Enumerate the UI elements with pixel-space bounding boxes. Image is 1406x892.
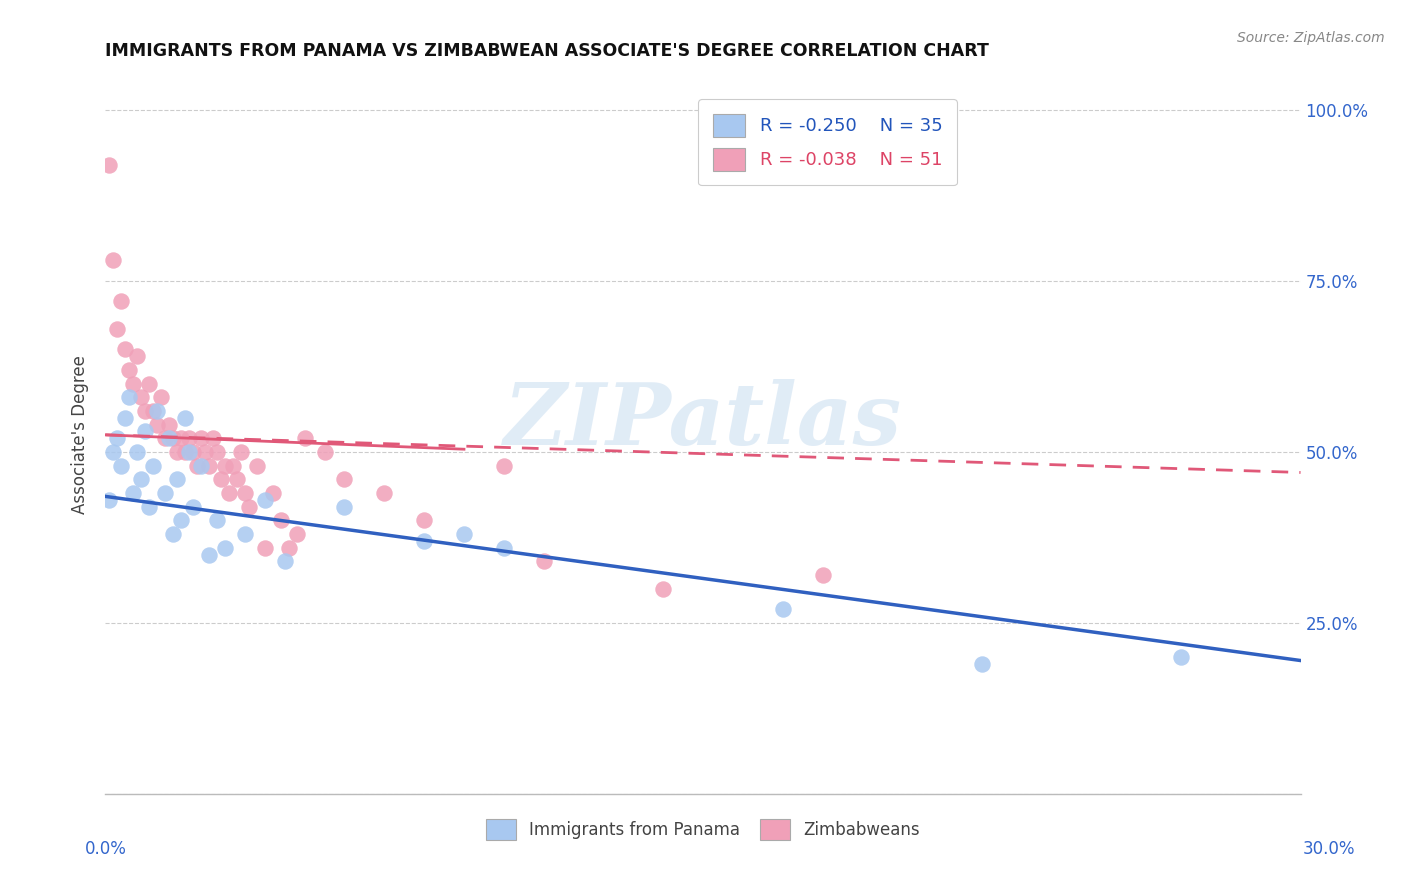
Legend: Immigrants from Panama, Zimbabweans: Immigrants from Panama, Zimbabweans [472,805,934,854]
Point [142,404,165,418]
Point [162,527,184,541]
Point [205,445,228,459]
Point [177,431,201,445]
Point [533,554,555,568]
Point [333,500,356,514]
Point [225,472,249,486]
Point [142,458,165,473]
Point [294,431,316,445]
Text: 30.0%: 30.0% [1302,840,1355,858]
Point [190,431,212,445]
Point [270,513,292,527]
Point [314,445,336,459]
Point [214,458,236,473]
Point [262,486,284,500]
Point [129,390,153,404]
Point [222,458,245,473]
Point [811,568,834,582]
Point [181,500,204,514]
Point [453,527,475,541]
Point [772,602,794,616]
Point [277,541,299,555]
Point [181,445,204,459]
Point [134,425,156,439]
Point [114,410,136,425]
Point [492,458,515,473]
Point [198,458,221,473]
Point [118,390,141,404]
Point [174,410,197,425]
Text: Source: ZipAtlas.com: Source: ZipAtlas.com [1237,31,1385,45]
Point [253,541,276,555]
Point [146,404,169,418]
Point [122,486,145,500]
Point [214,541,236,555]
Point [198,548,221,562]
Point [107,431,129,445]
Point [186,458,208,473]
Point [170,513,193,527]
Point [129,472,153,486]
Point [333,472,356,486]
Point [98,492,121,507]
Point [190,458,212,473]
Point [970,657,993,671]
Point [209,472,232,486]
Point [238,500,260,514]
Text: IMMIGRANTS FROM PANAMA VS ZIMBABWEAN ASSOCIATE'S DEGREE CORRELATION CHART: IMMIGRANTS FROM PANAMA VS ZIMBABWEAN ASS… [105,43,990,61]
Point [170,431,193,445]
Point [253,492,276,507]
Point [103,445,125,459]
Point [229,445,252,459]
Point [150,390,173,404]
Point [218,486,240,500]
Point [373,486,395,500]
Point [146,417,169,432]
Point [153,431,177,445]
Point [166,445,188,459]
Point [127,445,149,459]
Point [413,513,436,527]
Point [174,445,197,459]
Point [138,376,160,391]
Point [103,253,125,268]
Point [98,158,121,172]
Point [107,322,129,336]
Point [652,582,675,596]
Y-axis label: Associate's Degree: Associate's Degree [72,355,90,515]
Point [122,376,145,391]
Point [246,458,269,473]
Point [413,533,436,548]
Point [118,363,141,377]
Point [205,513,228,527]
Point [110,294,132,309]
Point [1170,650,1192,665]
Point [114,343,136,357]
Point [285,527,308,541]
Point [157,417,180,432]
Point [138,500,160,514]
Point [157,431,180,445]
Point [166,472,188,486]
Point [273,554,295,568]
Point [177,445,201,459]
Text: ZIPatlas: ZIPatlas [503,379,903,462]
Point [202,431,225,445]
Point [153,486,177,500]
Text: 0.0%: 0.0% [84,840,127,858]
Point [162,431,184,445]
Point [110,458,132,473]
Point [233,527,256,541]
Point [194,445,217,459]
Point [134,404,156,418]
Point [492,541,515,555]
Point [127,349,149,363]
Point [233,486,256,500]
